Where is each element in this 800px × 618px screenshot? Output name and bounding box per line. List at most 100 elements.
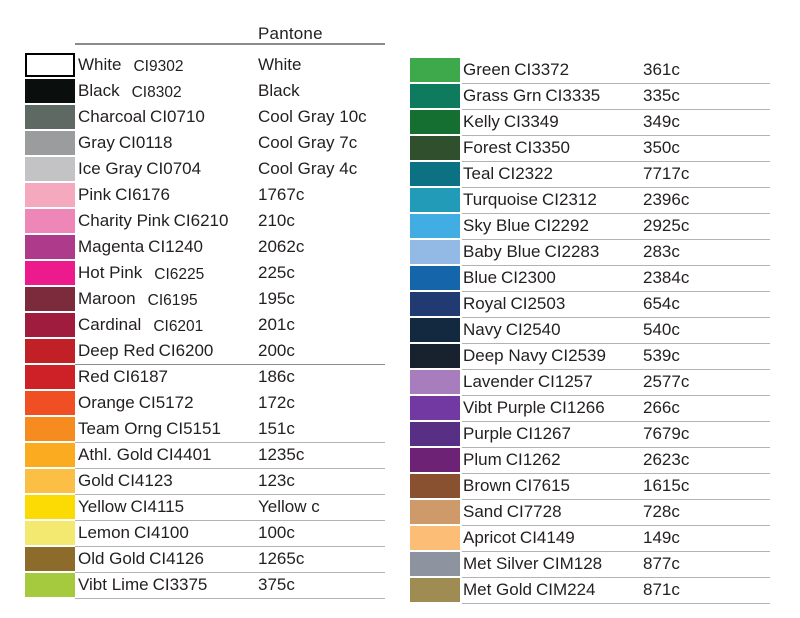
pantone-value: 539c xyxy=(643,346,680,365)
pantone-value: 654c xyxy=(643,294,680,313)
color-ci-code: CI2503 xyxy=(510,294,566,313)
color-label: Apricot CI4149 xyxy=(463,526,575,550)
color-label: Yellow CI4115 xyxy=(78,495,184,519)
color-name: Orange xyxy=(78,393,135,412)
pantone-value: 100c xyxy=(258,523,295,542)
color-row: Met Silver CIM128 877c xyxy=(410,552,770,578)
pantone-value: Cool Gray 4c xyxy=(258,159,358,178)
color-name: Blue xyxy=(463,268,498,287)
color-name: Hot Pink xyxy=(78,263,143,282)
color-ci-code: CI2312 xyxy=(541,190,597,209)
color-label: Vibt Lime CI3375 xyxy=(78,573,207,597)
pantone-value: Cool Gray 10c xyxy=(258,107,367,126)
color-label: Team Orng CI5151 xyxy=(78,417,221,441)
pantone-value: 2396c xyxy=(643,190,690,209)
pantone-value: Yellow c xyxy=(258,497,320,516)
color-ci-code: CI6195 xyxy=(147,292,198,309)
color-name: Plum xyxy=(463,450,502,469)
color-ci-code: CI3375 xyxy=(152,575,208,594)
color-ci-code: CI5172 xyxy=(138,393,194,412)
color-swatch xyxy=(410,266,460,290)
pantone-value: 225c xyxy=(258,263,295,282)
color-name: Maroon xyxy=(78,289,136,308)
color-row: Green CI3372 361c xyxy=(410,58,770,84)
color-swatch xyxy=(25,261,75,285)
color-swatch xyxy=(25,53,75,77)
color-ci-code: CI3349 xyxy=(503,112,559,131)
pantone-value: 186c xyxy=(258,367,295,386)
pantone-value: 2062c xyxy=(258,237,305,256)
color-swatch xyxy=(25,495,75,519)
color-name: Cardinal xyxy=(78,315,142,334)
pantone-value: 375c xyxy=(258,575,295,594)
color-swatch xyxy=(25,313,75,337)
color-swatch xyxy=(25,157,75,181)
color-row: Vibt Purple CI1266 266c xyxy=(410,396,770,422)
color-name: Apricot xyxy=(463,528,516,547)
color-label: Lemon CI4100 xyxy=(78,521,189,545)
pantone-value: 2925c xyxy=(643,216,690,235)
color-ci-code: CI2539 xyxy=(551,346,606,365)
color-name: Charity Pink xyxy=(78,211,170,230)
color-name: Green xyxy=(463,60,511,79)
color-swatch xyxy=(25,391,75,415)
color-label: Teal CI2322 xyxy=(463,162,553,186)
color-swatch xyxy=(25,443,75,467)
color-row: Brown CI7615 1615c xyxy=(410,474,770,500)
color-label: Charity Pink CI6210 xyxy=(78,209,228,233)
color-name: Met Gold xyxy=(463,580,532,599)
color-row: Black CI8302 Black xyxy=(25,79,385,105)
color-label: Brown CI7615 xyxy=(463,474,570,498)
color-name: White xyxy=(78,55,122,74)
pantone-value: 350c xyxy=(643,138,680,157)
color-label: Kelly CI3349 xyxy=(463,110,559,134)
color-column-left: White CI9302 White Black CI8302 Black Char… xyxy=(25,53,385,599)
color-swatch xyxy=(410,578,460,602)
color-row: Cardinal CI6201 201c xyxy=(25,313,385,339)
color-ci-code: CI6210 xyxy=(173,211,229,230)
color-ci-code: CI3335 xyxy=(545,86,601,105)
color-name: Royal xyxy=(463,294,507,313)
color-label: Met Gold CIM224 xyxy=(463,578,596,602)
color-ci-code: CI1267 xyxy=(516,424,571,443)
color-ci-code: CI4149 xyxy=(519,528,575,547)
color-name: Sand xyxy=(463,502,503,521)
color-label: Maroon CI6195 xyxy=(78,287,198,311)
color-ci-code: CI6187 xyxy=(113,367,169,386)
color-label: Black CI8302 xyxy=(78,79,182,103)
color-ci-code: CI4100 xyxy=(133,523,189,542)
color-ci-code: CI7615 xyxy=(515,476,571,495)
color-label: Navy CI2540 xyxy=(463,318,561,342)
color-swatch xyxy=(410,292,460,316)
pantone-value: 123c xyxy=(258,471,295,490)
color-name: Vibt Lime xyxy=(78,575,149,594)
color-label: Gold CI4123 xyxy=(78,469,173,493)
color-ci-code: CI1240 xyxy=(148,237,203,256)
pantone-value: 540c xyxy=(643,320,680,339)
color-swatch xyxy=(410,344,460,368)
pantone-value: 266c xyxy=(643,398,680,417)
color-ci-code: CI0710 xyxy=(150,107,205,126)
color-row: Athl. Gold CI4401 1235c xyxy=(25,443,385,469)
pantone-value: 149c xyxy=(643,528,680,547)
pantone-column-header: Pantone xyxy=(258,24,323,43)
color-name: Vibt Purple xyxy=(463,398,546,417)
color-ci-code: CI1266 xyxy=(549,398,605,417)
color-row: White CI9302 White xyxy=(25,53,385,79)
color-row: Gold CI4123 123c xyxy=(25,469,385,495)
color-swatch xyxy=(410,422,460,446)
color-name: Sky Blue xyxy=(463,216,531,235)
pantone-value: 728c xyxy=(643,502,680,521)
color-label: Baby Blue CI2283 xyxy=(463,240,599,264)
color-swatch xyxy=(410,214,460,238)
color-row: Red CI6187 186c xyxy=(25,365,385,391)
color-swatch xyxy=(410,136,460,160)
pantone-value: 2623c xyxy=(643,450,690,469)
color-swatch xyxy=(25,521,75,545)
color-swatch xyxy=(410,110,460,134)
color-label: Red CI6187 xyxy=(78,365,168,389)
color-swatch xyxy=(25,287,75,311)
pantone-value: 335c xyxy=(643,86,680,105)
pantone-value: 1235c xyxy=(258,445,305,464)
color-row: Deep Red CI6200 200c xyxy=(25,339,385,365)
